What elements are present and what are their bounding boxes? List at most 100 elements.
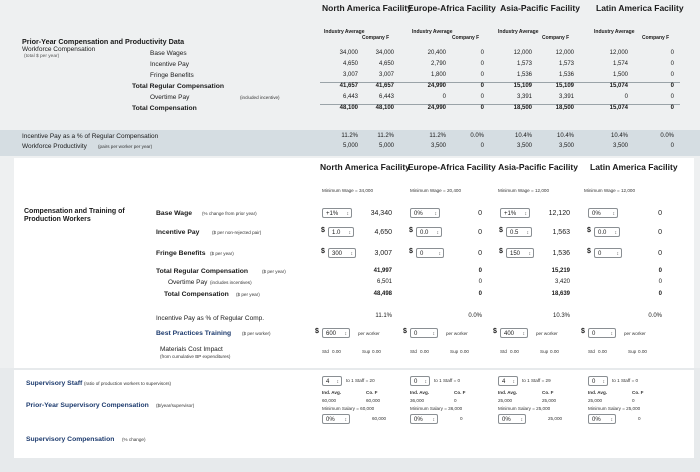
incentive-pay-value: 1,563 bbox=[552, 229, 570, 236]
supervisory-comp-input[interactable]: 0% ↕ bbox=[498, 414, 526, 424]
supervisory-comp-input[interactable]: 0% ↕ bbox=[410, 414, 438, 424]
decision-region-la: Latin America Facility bbox=[590, 162, 678, 172]
prior-cell: 41,657 bbox=[375, 83, 394, 89]
total_regular-note: ($ per year) bbox=[262, 269, 286, 274]
co-f-label: Co. F bbox=[454, 390, 466, 395]
incentive-pay-input[interactable]: 0.0 ↕ bbox=[416, 227, 442, 237]
std-value: 0.00 bbox=[510, 349, 519, 354]
prior-cell: 0 bbox=[480, 50, 484, 56]
stepper-arrows-icon[interactable]: ↕ bbox=[350, 251, 354, 257]
stepper-arrows-icon[interactable]: ↕ bbox=[432, 331, 436, 337]
incentive-cell: 0 bbox=[480, 143, 484, 149]
base-wage-input[interactable]: 0% ↕ bbox=[410, 208, 440, 218]
stepper-arrows-icon[interactable]: ↕ bbox=[424, 379, 428, 385]
training-note: ($ per worker) bbox=[242, 331, 271, 336]
ind-avg-label: Ind. Avg. bbox=[588, 390, 608, 395]
per-worker-text: per worker bbox=[536, 331, 558, 336]
incentive-pay-input[interactable]: 0.5 ↕ bbox=[506, 227, 532, 237]
prior-cell: 3,007 bbox=[342, 72, 358, 78]
incentive-cell: 0.0% bbox=[470, 133, 484, 139]
dollar-sign: $ bbox=[321, 248, 325, 255]
dollar-sign: $ bbox=[499, 248, 503, 255]
incentive-pay-note: ($ per non-rejected pair) bbox=[212, 230, 262, 235]
stepper-arrows-icon[interactable]: ↕ bbox=[432, 417, 436, 423]
supervisory-comp-input[interactable]: 0% ↕ bbox=[588, 414, 616, 424]
supervisory-comp-value: 60,000 bbox=[372, 416, 387, 421]
incentive-pay-value: 0 bbox=[478, 229, 482, 236]
staff-ratio-input[interactable]: 4 ↕ bbox=[322, 376, 342, 386]
stepper-arrows-icon[interactable]: ↕ bbox=[438, 251, 442, 257]
staff-ratio-input[interactable]: 0 ↕ bbox=[410, 376, 430, 386]
stepper-arrows-icon[interactable]: ↕ bbox=[336, 379, 340, 385]
fringe-input[interactable]: 0 ↕ bbox=[416, 248, 444, 258]
stepper-arrows-icon[interactable]: ↕ bbox=[436, 230, 440, 236]
base-wage-label: Base Wage bbox=[156, 210, 193, 217]
stepper-arrows-icon[interactable]: ↕ bbox=[526, 230, 530, 236]
prior-cell: 0 bbox=[670, 94, 674, 100]
fringe-input[interactable]: 150 ↕ bbox=[506, 248, 534, 258]
incentive-cell: 3,500 bbox=[516, 143, 532, 149]
stepper-arrows-icon[interactable]: ↕ bbox=[520, 417, 524, 423]
base-wage-input[interactable]: +1% ↕ bbox=[500, 208, 530, 218]
workforce-comp-note: (total $ per year) bbox=[24, 54, 60, 59]
prior-cell: 18,500 bbox=[513, 105, 532, 111]
prior-cell: 48,100 bbox=[339, 105, 358, 111]
prior-cell: 1,536 bbox=[558, 72, 574, 78]
supervisory-staff-note: (ratio of production workers to supervis… bbox=[84, 381, 172, 386]
training-input[interactable]: 0 ↕ bbox=[410, 328, 438, 338]
stepper-arrows-icon[interactable]: ↕ bbox=[612, 211, 616, 217]
sup-label: Sup bbox=[450, 349, 459, 354]
stepper-arrows-icon[interactable]: ↕ bbox=[610, 417, 614, 423]
stepper-arrows-icon[interactable]: ↕ bbox=[528, 251, 532, 257]
training-input[interactable]: 600 ↕ bbox=[322, 328, 350, 338]
staff-ratio-input[interactable]: 4 ↕ bbox=[498, 376, 518, 386]
training-input[interactable]: 0 ↕ bbox=[588, 328, 616, 338]
min-salary-text: Minimum Salary = 25,000 bbox=[588, 406, 641, 411]
std-value: 0.00 bbox=[332, 349, 341, 354]
stepper-arrows-icon[interactable]: ↕ bbox=[346, 211, 350, 217]
col-header-company: Company F bbox=[452, 35, 480, 41]
base-wage-input[interactable]: 0% ↕ bbox=[588, 208, 618, 218]
stepper-value: +1% bbox=[504, 211, 517, 217]
stepper-value: 0 bbox=[414, 379, 418, 385]
supervisory-comp-value: 0 bbox=[460, 416, 463, 421]
stepper-arrows-icon[interactable]: ↕ bbox=[616, 251, 620, 257]
training-label: Best Practices Training bbox=[156, 330, 232, 337]
staff-ratio-input[interactable]: 0 ↕ bbox=[588, 376, 608, 386]
stepper-arrows-icon[interactable]: ↕ bbox=[522, 331, 526, 337]
incentive-pay-input[interactable]: 0.0 ↕ bbox=[594, 227, 620, 237]
fringe-input[interactable]: 300 ↕ bbox=[328, 248, 356, 258]
incentive-pay-input[interactable]: 1.0 ↕ bbox=[328, 227, 354, 237]
stepper-arrows-icon[interactable]: ↕ bbox=[434, 211, 438, 217]
supervisory-comp-input[interactable]: 0% ↕ bbox=[322, 414, 350, 424]
incentive-cell: 0.0% bbox=[660, 133, 674, 139]
stepper-arrows-icon[interactable]: ↕ bbox=[512, 379, 516, 385]
prior-row-label: Total Compensation bbox=[132, 105, 197, 112]
stepper-arrows-icon[interactable]: ↕ bbox=[602, 379, 606, 385]
incentive-row-label: Workforce Productivity bbox=[22, 143, 87, 150]
prior-cell: 0 bbox=[624, 94, 628, 100]
prior-cell: 1,800 bbox=[430, 72, 446, 78]
stepper-arrows-icon[interactable]: ↕ bbox=[344, 331, 348, 337]
incentive-cell: 11.2% bbox=[429, 133, 446, 139]
incentive-pct-value: 0.0% bbox=[648, 313, 662, 319]
overtime-label: Overtime Pay bbox=[168, 279, 208, 286]
min-wage-text: Minimum Wage = 20,400 bbox=[410, 188, 462, 193]
prior-supervisory-note: ($/year/supervisor) bbox=[156, 403, 195, 408]
stepper-arrows-icon[interactable]: ↕ bbox=[524, 211, 528, 217]
base-wage-input[interactable]: +1% ↕ bbox=[322, 208, 352, 218]
overtime-note: (includes incentives) bbox=[210, 280, 252, 285]
prior-cell: 34,000 bbox=[339, 50, 358, 56]
stepper-arrows-icon[interactable]: ↕ bbox=[614, 230, 618, 236]
incentive-cell: 11.2% bbox=[377, 133, 394, 139]
prior-cell: 15,109 bbox=[555, 83, 574, 89]
stepper-arrows-icon[interactable]: ↕ bbox=[344, 417, 348, 423]
prior-cell: 1,500 bbox=[612, 72, 628, 78]
col-header-industry: Industry Average bbox=[498, 29, 539, 35]
training-input[interactable]: 400 ↕ bbox=[500, 328, 528, 338]
sup-value: 0.00 bbox=[638, 349, 647, 354]
stepper-arrows-icon[interactable]: ↕ bbox=[348, 230, 352, 236]
prior-row-note: (included incentive) bbox=[240, 95, 280, 100]
stepper-arrows-icon[interactable]: ↕ bbox=[610, 331, 614, 337]
fringe-input[interactable]: 0 ↕ bbox=[594, 248, 622, 258]
